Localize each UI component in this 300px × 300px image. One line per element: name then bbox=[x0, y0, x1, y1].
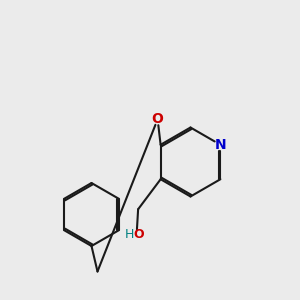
Text: O: O bbox=[134, 228, 144, 241]
Text: O: O bbox=[152, 112, 164, 126]
Text: N: N bbox=[214, 138, 226, 152]
Text: H: H bbox=[124, 228, 134, 241]
